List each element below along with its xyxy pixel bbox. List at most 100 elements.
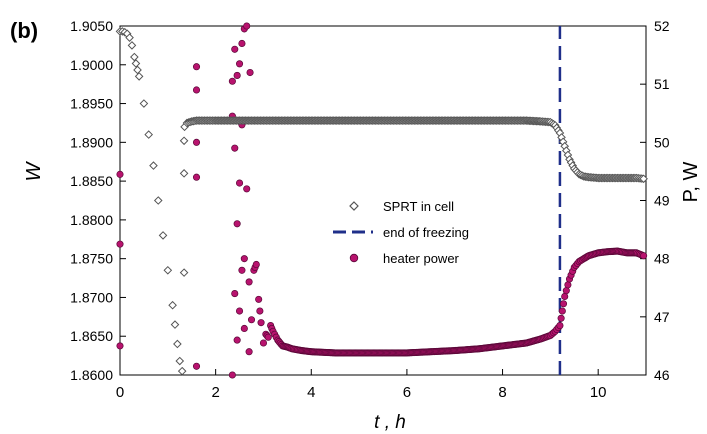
y-left-tick-label: 1.8750: [70, 251, 113, 267]
x-tick-label: 2: [211, 384, 219, 401]
y-left-axis-label: W: [23, 160, 45, 181]
y-right-tick-label: 48: [654, 251, 670, 267]
x-axis-ticks: 0 2 4 6 8 10: [116, 369, 607, 401]
heater-power-point: [246, 68, 254, 77]
heater-power-point: [256, 307, 264, 315]
x-tick-label: 4: [307, 384, 315, 401]
y-left-tick-label: 1.8650: [70, 328, 113, 344]
legend-marker-sprt: [349, 201, 359, 211]
sprt-point: [175, 356, 185, 366]
heater-power-point: [255, 295, 263, 303]
y-left-tick-label: 1.8600: [70, 367, 113, 383]
heater-power-point: [231, 144, 239, 152]
heater-power-point: [240, 324, 248, 333]
y-left-tick-label: 1.8850: [70, 173, 113, 189]
heater-power-point: [640, 252, 648, 260]
y-left-tick-label: 1.8950: [70, 96, 113, 112]
heater-power-point: [116, 240, 124, 248]
sprt-point: [158, 231, 168, 240]
sprt-point: [133, 65, 142, 75]
heater-power-point: [245, 348, 253, 356]
y-left-tick-label: 1.9000: [70, 57, 113, 73]
heater-power-point: [233, 336, 241, 344]
sprt-point: [131, 59, 141, 68]
y-left-tick-label: 1.8700: [70, 289, 113, 305]
heater-power-point: [243, 185, 251, 193]
heater-power-point: [243, 22, 251, 30]
heater-power-point: [235, 307, 244, 315]
heater-power-point: [228, 77, 236, 85]
heater-power-point: [192, 362, 201, 370]
sprt-point: [144, 130, 153, 139]
sprt-point: [168, 300, 177, 310]
y-right-tick-label: 50: [654, 134, 670, 150]
legend-marker-heater: [349, 253, 359, 263]
y-right-tick-label: 46: [654, 367, 670, 383]
sprt-point: [130, 52, 139, 62]
legend-label-sprt: SPRT in cell: [383, 199, 454, 214]
sprt-point: [139, 99, 149, 108]
y-left-tick-label: 1.8800: [70, 212, 113, 228]
y-left-tick-label: 1.8900: [70, 134, 113, 150]
heater-power-point: [228, 371, 236, 379]
heater-power-point: [247, 316, 256, 324]
heater-power-point: [240, 255, 248, 263]
heater-power-point: [192, 173, 201, 181]
heater-power-point: [238, 39, 246, 48]
sprt-point: [179, 268, 189, 277]
heater-power-point: [259, 339, 268, 347]
y-right-axis-ticks: 46 47 48 49 50 51 52: [640, 18, 670, 383]
heater-power-point: [264, 333, 272, 341]
heater-power-point: [192, 86, 201, 94]
heater-power-point: [116, 170, 124, 178]
sprt-point: [163, 265, 173, 275]
x-axis-label: t , h: [374, 412, 406, 433]
legend-label-heater: heater power: [383, 251, 460, 266]
sprt-point: [134, 72, 144, 81]
legend: SPRT in cell end of freezing heater powe…: [333, 199, 469, 266]
y-right-tick-label: 51: [654, 76, 670, 92]
heater-power-point: [252, 260, 260, 269]
heater-power-point: [231, 290, 239, 298]
sprt-point: [177, 366, 187, 376]
heater-power-point: [558, 307, 566, 315]
heater-power-point: [233, 220, 241, 228]
y-right-tick-label: 52: [654, 18, 670, 34]
heater-power-point: [556, 322, 564, 330]
heater-power-point: [192, 63, 201, 71]
heater-power-point: [231, 45, 239, 53]
heater-power-point: [245, 278, 253, 286]
sprt-point: [149, 161, 158, 170]
heater-power-point: [557, 314, 565, 322]
heater-power-point: [559, 300, 568, 308]
sprt-point: [153, 196, 163, 205]
heater-power-point: [257, 319, 265, 327]
sprt-point: [179, 169, 189, 178]
sprt-point: [127, 41, 137, 50]
heater-power-point: [116, 342, 124, 350]
sprt-point: [125, 33, 134, 42]
heater-power-point: [192, 138, 201, 146]
heater-power-point: [561, 292, 569, 301]
panel-label: (b): [10, 18, 38, 43]
x-tick-label: 0: [116, 384, 124, 401]
series-layer: [115, 22, 648, 379]
sprt-point: [179, 136, 189, 146]
heater-power-point: [235, 60, 244, 68]
legend-label-freezing: end of freezing: [383, 225, 469, 240]
heater-power-point: [562, 287, 570, 295]
x-tick-label: 10: [590, 384, 607, 401]
sprt-point: [173, 339, 182, 349]
y-left-tick-label: 1.9050: [70, 18, 113, 34]
y-left-axis-ticks: 1.8600 1.8650 1.8700 1.8750 1.8800 1.8850 1.89…: [70, 18, 126, 383]
x-tick-label: 8: [498, 384, 506, 401]
heater-power-point: [235, 179, 244, 187]
y-right-tick-label: 49: [654, 193, 670, 209]
heater-power-point: [564, 281, 572, 289]
sprt-point: [639, 174, 648, 184]
sprt-point: [170, 320, 180, 329]
y-right-tick-label: 47: [654, 309, 670, 325]
heater-power-point: [238, 266, 246, 274]
y-right-axis-label: P, W: [680, 162, 702, 203]
